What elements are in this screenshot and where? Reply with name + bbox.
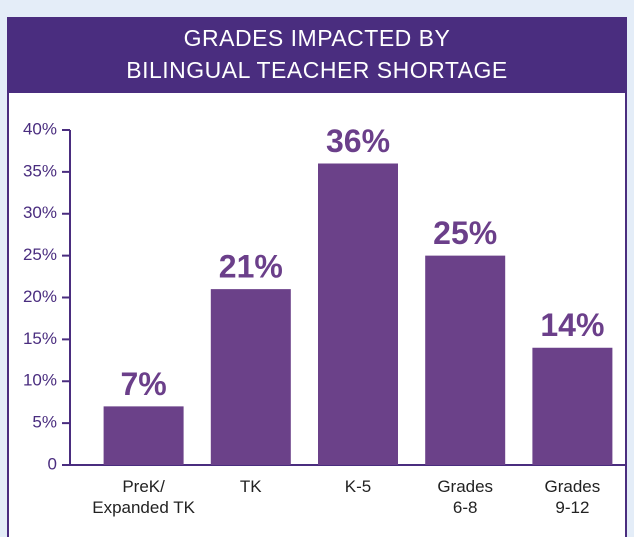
y-tick-label: 25% bbox=[23, 245, 57, 264]
x-tick-label-line: TK bbox=[240, 477, 262, 496]
x-tick-label-line: 6-8 bbox=[453, 498, 478, 517]
x-tick-label-line: PreK/ bbox=[122, 477, 165, 496]
x-tick-label-line: 9-12 bbox=[555, 498, 589, 517]
y-tick-label: 5% bbox=[32, 413, 57, 432]
x-tick-label-line: Grades bbox=[437, 477, 493, 496]
y-tick-label: 15% bbox=[23, 329, 57, 348]
y-tick-label: 10% bbox=[23, 371, 57, 390]
x-tick-label: TK bbox=[240, 477, 262, 496]
bar bbox=[532, 347, 613, 465]
y-tick-label: 40% bbox=[23, 119, 57, 138]
value-label: 14% bbox=[540, 307, 604, 343]
bar bbox=[425, 255, 506, 465]
x-tick-label-line: Grades bbox=[545, 477, 601, 496]
x-tick-label: K-5 bbox=[345, 477, 371, 496]
y-tick-label: 0 bbox=[48, 454, 57, 473]
chart-title: BILINGUAL TEACHER SHORTAGE bbox=[126, 57, 508, 83]
value-label: 25% bbox=[433, 215, 497, 251]
chart-title: GRADES IMPACTED BY bbox=[184, 25, 451, 51]
bar bbox=[210, 289, 291, 465]
x-tick-label: Grades 9-12 bbox=[545, 477, 601, 517]
y-tick-label: 30% bbox=[23, 203, 57, 222]
y-tick-label: 35% bbox=[23, 161, 57, 180]
bar bbox=[318, 163, 398, 465]
y-tick-label: 20% bbox=[23, 287, 57, 306]
value-label: 21% bbox=[219, 249, 283, 285]
x-tick-label-line: Expanded TK bbox=[92, 498, 195, 517]
bar bbox=[103, 406, 184, 465]
value-label: 7% bbox=[120, 366, 166, 402]
x-tick-label-line: K-5 bbox=[345, 477, 371, 496]
header-band bbox=[8, 18, 626, 93]
value-label: 36% bbox=[326, 123, 390, 159]
x-tick-label: Grades 6-8 bbox=[437, 477, 493, 517]
x-tick-label: PreK/Expanded TK bbox=[92, 477, 195, 517]
